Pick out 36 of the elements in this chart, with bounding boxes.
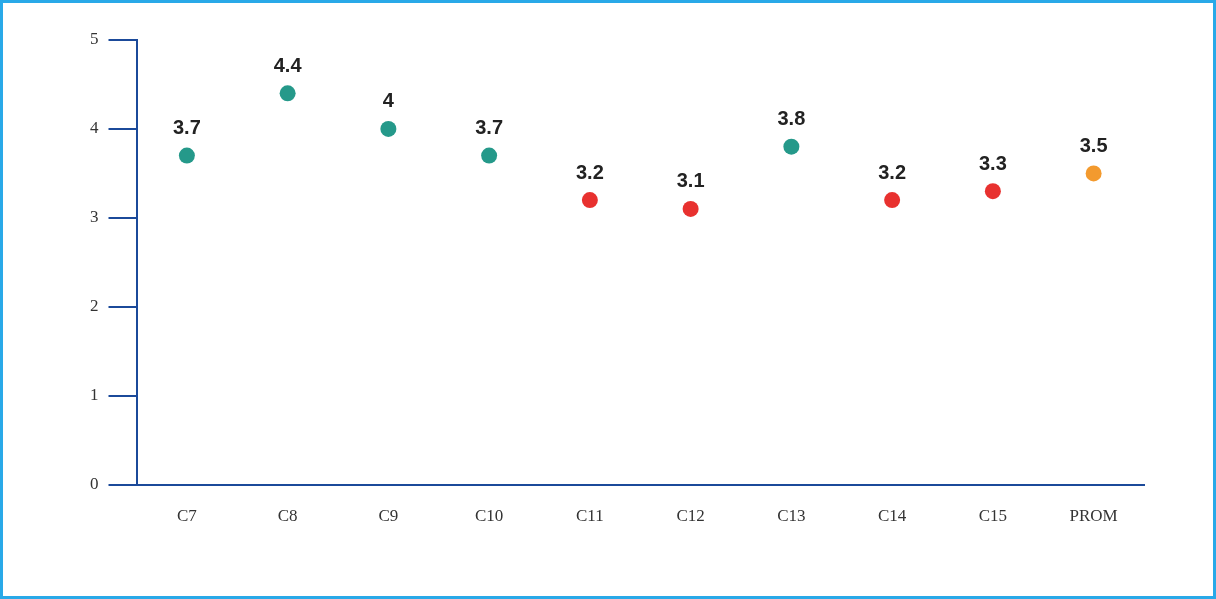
x-tick-label: C10: [474, 506, 504, 526]
point: [884, 192, 901, 209]
point: [481, 147, 498, 164]
x-tick-label: C11: [576, 506, 604, 526]
data-label: 4.4: [273, 53, 303, 76]
x-tick-label: C13: [777, 506, 806, 526]
y-tick-label: 2: [90, 296, 99, 316]
x-tick-label: C15: [978, 506, 1008, 526]
point: [178, 147, 195, 164]
y-tick-label: 5: [90, 29, 99, 49]
data-label: 3.2: [575, 160, 604, 183]
x-tick-label: C9: [378, 506, 399, 526]
x-tick-label: C8: [277, 506, 298, 526]
data-label: 3.1: [676, 169, 705, 192]
point: [682, 200, 699, 217]
point: [279, 85, 296, 102]
data-label: 3.8: [777, 107, 806, 130]
y-tick-label: 4: [90, 118, 99, 138]
data-label: 3.2: [878, 160, 907, 183]
data-label: 4: [382, 89, 395, 112]
y-tick-label: 3: [90, 207, 99, 227]
point: [783, 138, 800, 155]
data-label: 3.3: [978, 151, 1007, 174]
point: [581, 192, 598, 209]
x-tick-label: C14: [877, 506, 907, 526]
point: [1085, 165, 1102, 182]
y-tick-label: 0: [90, 474, 99, 494]
x-tick-label: C7: [176, 506, 198, 526]
data-label: 3.7: [475, 116, 504, 139]
point: [984, 183, 1001, 200]
y-tick-label: 1: [90, 385, 99, 405]
data-label: 3.5: [1079, 133, 1108, 156]
x-tick-label: C12: [676, 506, 705, 526]
x-tick-label: PROM: [1069, 506, 1118, 526]
point: [380, 120, 397, 137]
data-label: 3.7: [172, 116, 201, 139]
